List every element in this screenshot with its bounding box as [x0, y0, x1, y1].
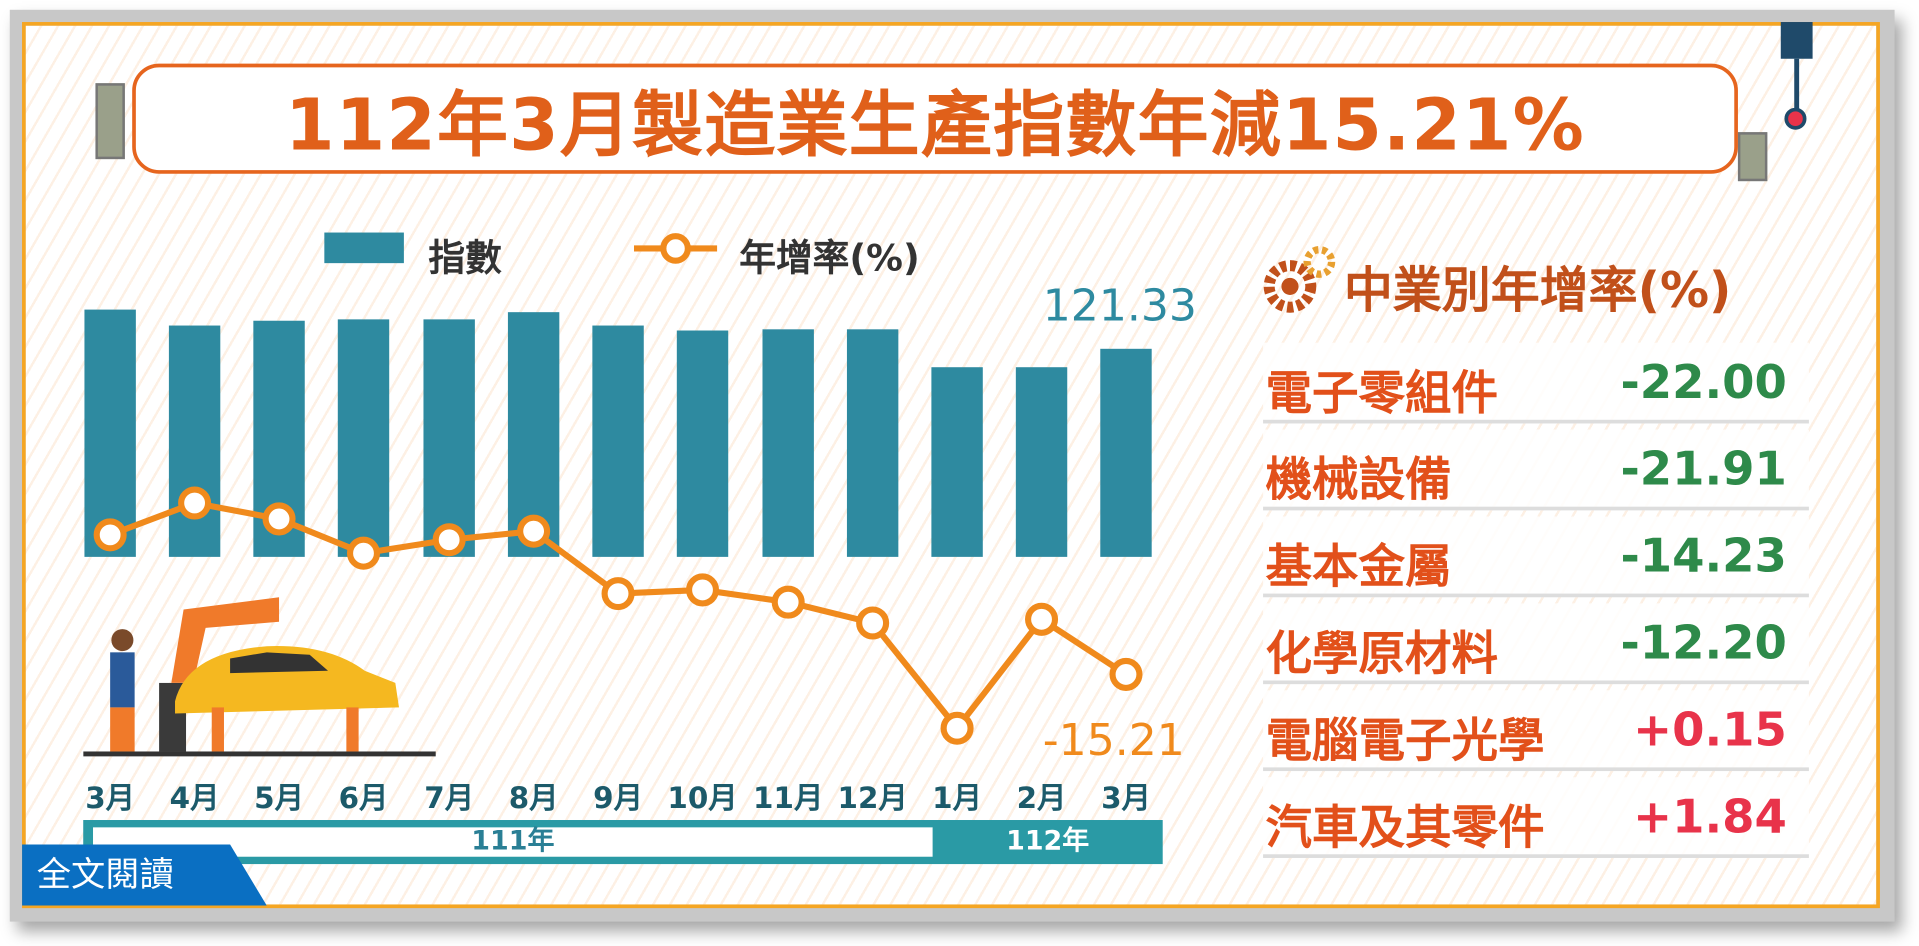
- industry-value: -14.23: [1620, 528, 1787, 583]
- robot-joint-icon: [1784, 107, 1807, 130]
- bar: [84, 309, 136, 557]
- industry-value: -12.20: [1620, 615, 1787, 670]
- industry-name: 機械設備: [1265, 452, 1452, 507]
- bar: [676, 330, 729, 557]
- industry-row: 汽車及其零件 +1.84: [1263, 777, 1809, 858]
- bar: [931, 367, 983, 557]
- growth-point: [1025, 602, 1059, 636]
- industry-row: 電腦電子光學 +0.15: [1263, 690, 1809, 772]
- bar: [1100, 348, 1152, 557]
- growth-point: [432, 523, 466, 557]
- industry-name: 基本金屬: [1265, 539, 1452, 594]
- bar: [1015, 367, 1068, 557]
- year-bar: 111年 112年: [83, 820, 1163, 865]
- growth-point: [771, 585, 805, 619]
- industry-row: 機械設備 -21.91: [1263, 429, 1809, 511]
- bar: [846, 329, 899, 557]
- industry-title: 中業別年增率(%): [1343, 263, 1732, 320]
- bar: [423, 319, 475, 557]
- industry-row: 電子零組件 -22.00: [1263, 342, 1809, 424]
- industry-value: +0.15: [1633, 702, 1787, 757]
- industry-name: 汽車及其零件: [1265, 800, 1545, 855]
- bar-last-label: 121.33: [1042, 281, 1197, 332]
- x-tick-label: 7月: [424, 780, 475, 816]
- growth-point: [856, 606, 890, 640]
- growth-point: [1109, 657, 1143, 691]
- x-tick-label: 4月: [169, 780, 220, 816]
- x-tick-label: 2月: [1016, 780, 1067, 816]
- x-tick-label: 3月: [85, 780, 136, 816]
- bar: [592, 325, 644, 557]
- industry-name: 化學原材料: [1265, 626, 1499, 681]
- bar: [168, 325, 221, 557]
- legend-line-label: 年增率(%): [739, 237, 920, 281]
- legend-line-swatch: [633, 233, 718, 264]
- line-last-label: -15.21: [1042, 715, 1185, 767]
- industry-name: 電子零組件: [1265, 365, 1499, 420]
- x-tick-label: 6月: [338, 780, 389, 816]
- year-112-label: 112年: [1006, 826, 1090, 857]
- legend-bar-label: 指數: [428, 237, 502, 281]
- industry-value: -21.91: [1620, 441, 1787, 496]
- industry-value: +1.84: [1633, 789, 1787, 844]
- industry-row: 基本金屬 -14.23: [1263, 516, 1809, 598]
- x-tick-label: 3月: [1101, 780, 1151, 816]
- traffic-light-icon: [95, 83, 125, 160]
- chart-plot: [84, 309, 1152, 745]
- growth-point: [940, 711, 974, 745]
- robot-arm-pole: [1794, 58, 1800, 118]
- growth-point: [517, 514, 551, 548]
- read-full-text-button[interactable]: 全文閱讀: [22, 844, 267, 906]
- gears-icon: [1263, 246, 1336, 313]
- bar: [762, 329, 814, 557]
- page-title: 112年3月製造業生產指數年減15.21%: [132, 63, 1738, 174]
- growth-point: [601, 577, 635, 611]
- industry-name: 電腦電子光學: [1265, 713, 1545, 768]
- x-tick-label: 1月: [932, 780, 982, 816]
- industry-row: 化學原材料 -12.20: [1263, 603, 1809, 685]
- x-tick-label: 11月: [753, 780, 824, 816]
- x-tick-label: 9月: [593, 780, 643, 816]
- bar: [337, 319, 390, 557]
- x-tick-label: 10月: [667, 780, 738, 816]
- car-factory-illustration: [83, 597, 436, 757]
- x-tick-label: 8月: [508, 780, 559, 816]
- growth-point: [262, 502, 296, 536]
- industry-value: -22.00: [1620, 354, 1787, 409]
- machine-icon: [1737, 132, 1768, 182]
- x-tick-label: 5月: [254, 780, 304, 816]
- legend-bar-swatch: [324, 232, 404, 264]
- growth-point: [685, 573, 720, 607]
- growth-point: [346, 536, 381, 570]
- x-tick-label: 12月: [837, 780, 908, 816]
- growth-point: [93, 518, 127, 552]
- robot-arm-icon: [1780, 22, 1813, 59]
- growth-point: [178, 486, 212, 520]
